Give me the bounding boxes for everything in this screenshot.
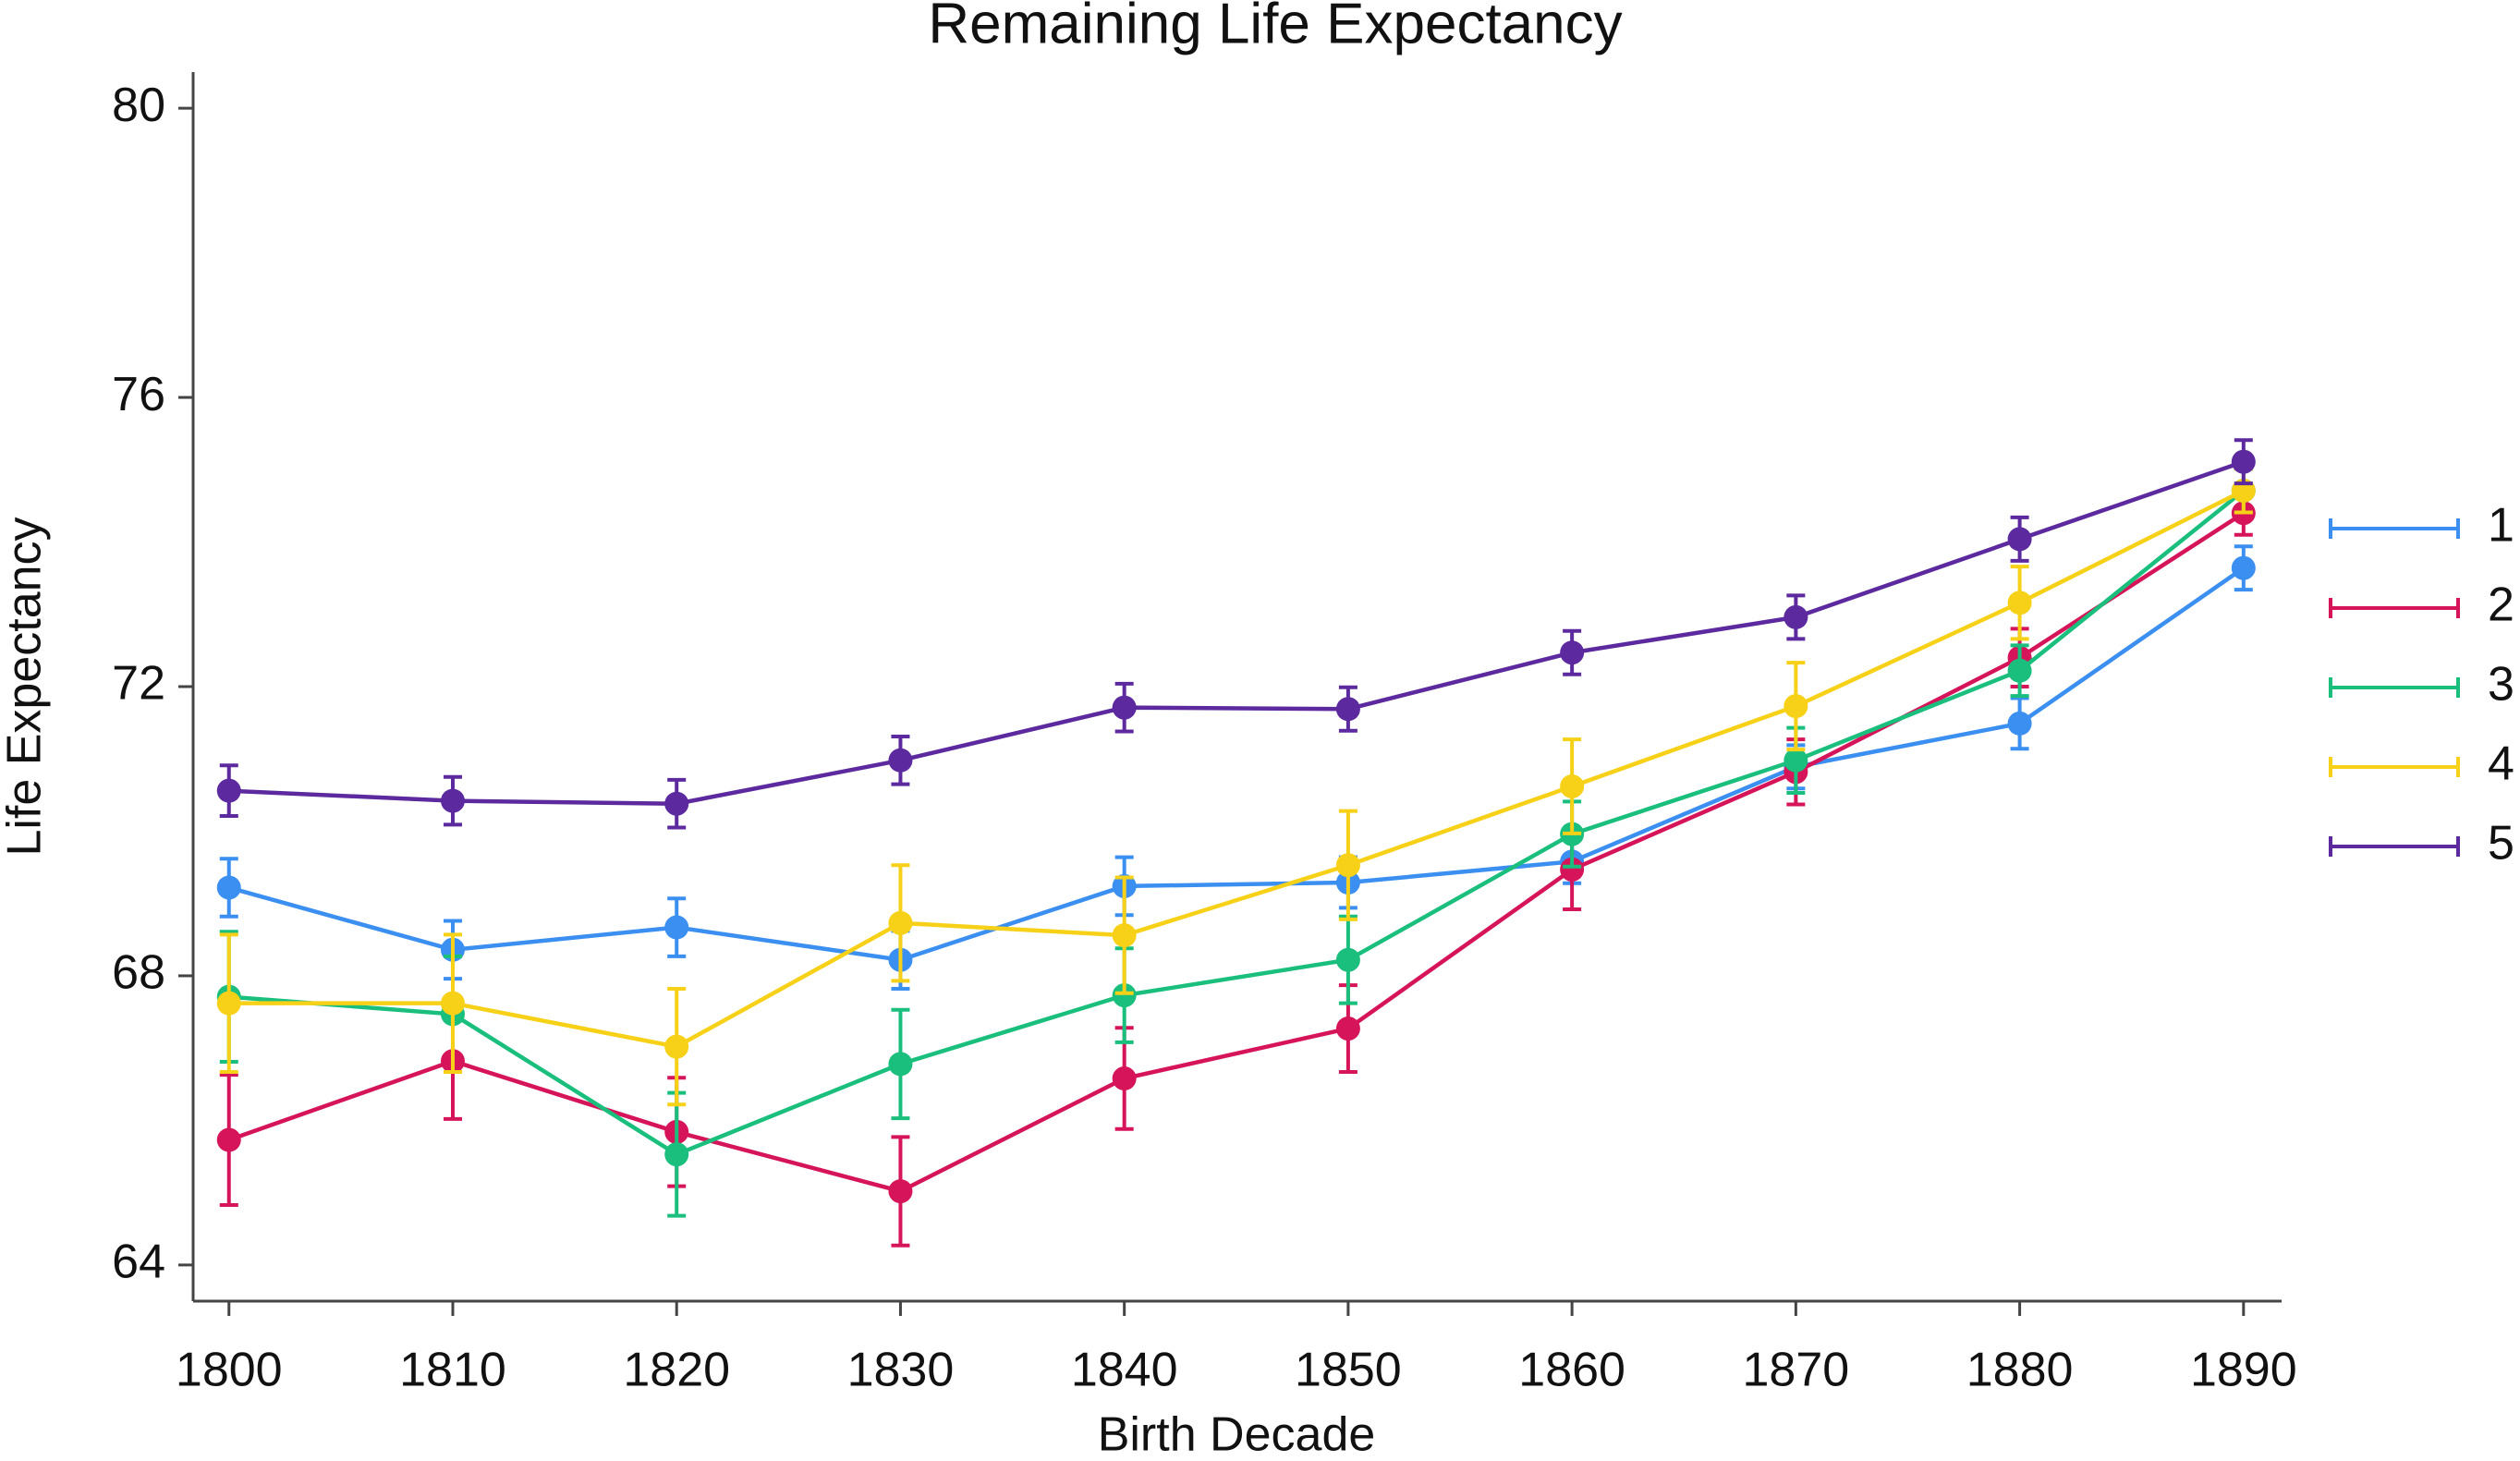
point (216, 991, 241, 1016)
x-tick-label: 1890 (2190, 1344, 2297, 1397)
point (2007, 658, 2032, 683)
legend-label: 1 (2488, 499, 2514, 553)
point (1112, 983, 1137, 1008)
point (1335, 1017, 1360, 1041)
point (664, 1142, 689, 1167)
x-tick-label: 1870 (1743, 1344, 1850, 1397)
legend-marker (2329, 836, 2460, 857)
point (1560, 857, 1585, 882)
legend-label: 3 (2488, 658, 2514, 712)
point (1783, 748, 1808, 773)
y-tick-label: 68 (112, 946, 165, 1000)
series-line (228, 459, 2245, 806)
point (1560, 640, 1585, 665)
y-tick-label: 80 (112, 79, 165, 132)
x-tick-label: 1840 (1071, 1344, 1178, 1397)
point (1560, 773, 1585, 798)
series-line (228, 566, 2246, 963)
legend-label: 2 (2488, 578, 2514, 632)
series-line (228, 511, 2246, 1194)
x-tick-label: 1800 (176, 1344, 283, 1397)
series-line (228, 489, 2246, 1157)
point (1335, 853, 1360, 878)
point (1112, 695, 1137, 720)
point (664, 915, 689, 940)
x-tick-label: 1820 (623, 1344, 730, 1397)
chart-title: Remaining Life Expectancy (928, 0, 1622, 55)
point (2007, 711, 2032, 736)
legend-marker (2329, 757, 2460, 777)
x-tick-label: 1810 (399, 1344, 506, 1397)
point (888, 748, 913, 773)
point (888, 1052, 913, 1077)
series-line (228, 488, 2245, 1049)
x-tick-label: 1830 (847, 1344, 955, 1397)
point (440, 991, 465, 1016)
y-tick-label: 72 (112, 657, 165, 711)
point (216, 1127, 241, 1152)
x-axis-label: Birth Decade (1098, 1408, 1376, 1461)
point (888, 1179, 913, 1204)
point (2007, 527, 2032, 552)
point (440, 788, 465, 813)
point (664, 1034, 689, 1059)
point (2231, 449, 2256, 474)
point (1335, 947, 1360, 972)
point (1112, 923, 1137, 948)
point (2231, 555, 2256, 580)
legend-label: 5 (2488, 817, 2514, 871)
legend-marker (2329, 677, 2460, 698)
legend-label: 4 (2488, 737, 2514, 791)
point (2007, 590, 2032, 615)
legend-marker (2329, 598, 2460, 618)
point (1783, 694, 1808, 719)
legend-marker (2329, 518, 2460, 539)
point (888, 910, 913, 935)
point (216, 875, 241, 900)
y-tick-label: 64 (112, 1236, 165, 1289)
x-tick-label: 1880 (1966, 1344, 2074, 1397)
point (1112, 1066, 1137, 1091)
point (664, 791, 689, 816)
point (216, 778, 241, 803)
point (1783, 604, 1808, 629)
y-tick-label: 76 (112, 368, 165, 421)
x-tick-label: 1850 (1295, 1344, 1402, 1397)
y-axis-label: Life Expectancy (0, 517, 52, 856)
point (1335, 697, 1360, 722)
x-tick-label: 1860 (1518, 1344, 1625, 1397)
